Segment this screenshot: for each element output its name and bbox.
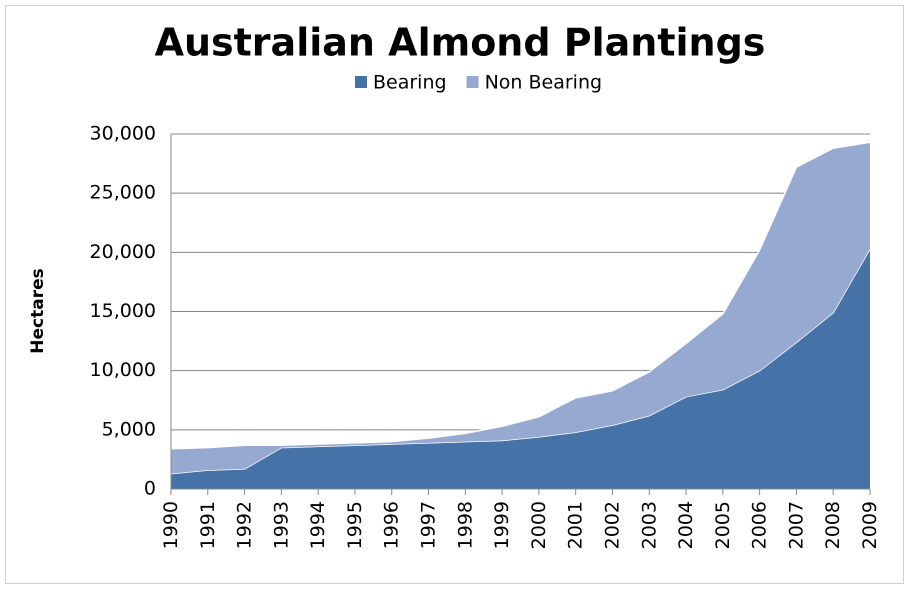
x-tick-label: 2007 xyxy=(785,501,807,549)
y-tick-label: 30,000 xyxy=(90,123,156,145)
y-tick-label: 15,000 xyxy=(90,300,156,322)
area xyxy=(171,248,870,489)
x-tick-label: 1996 xyxy=(381,501,403,549)
chart-title: Australian Almond Plantings xyxy=(155,21,766,65)
x-tick-label: 2005 xyxy=(712,501,734,549)
x-tick-label: 1993 xyxy=(270,501,292,549)
x-tick-label: 2002 xyxy=(601,501,623,549)
x-tick-label: 2009 xyxy=(859,501,881,549)
x-tick-label: 1999 xyxy=(491,501,513,549)
x-tick-label: 1995 xyxy=(344,501,366,549)
y-tick-label: 0 xyxy=(144,478,156,500)
x-tick-label: 2004 xyxy=(675,501,697,549)
x-tick-label: 1990 xyxy=(160,501,182,549)
x-tick-label: 2006 xyxy=(749,501,771,549)
y-tick-label: 20,000 xyxy=(90,241,156,263)
legend-label: Bearing xyxy=(373,72,447,94)
area xyxy=(171,142,870,474)
x-tick-label: 2000 xyxy=(528,501,550,549)
y-tick-label: 10,000 xyxy=(90,359,156,381)
y-tick-label: 25,000 xyxy=(90,182,156,204)
x-tick-label: 2001 xyxy=(565,501,587,549)
legend-swatch xyxy=(466,76,479,88)
legend-label: Non Bearing xyxy=(485,72,602,94)
x-tick-label: 2003 xyxy=(638,501,660,549)
y-tick-label: 5,000 xyxy=(102,418,156,440)
area-edge xyxy=(170,141,871,450)
x-tick-label: 1997 xyxy=(418,501,440,549)
x-tick-label: 1992 xyxy=(234,501,256,549)
x-tick-label: 1998 xyxy=(454,501,476,549)
x-tick-label: 1994 xyxy=(307,501,329,549)
legend-swatch xyxy=(355,76,367,88)
x-tick-label: 2008 xyxy=(822,501,844,549)
x-tick-label: 1991 xyxy=(197,501,219,549)
y-axis-label: Hectares xyxy=(28,268,48,353)
